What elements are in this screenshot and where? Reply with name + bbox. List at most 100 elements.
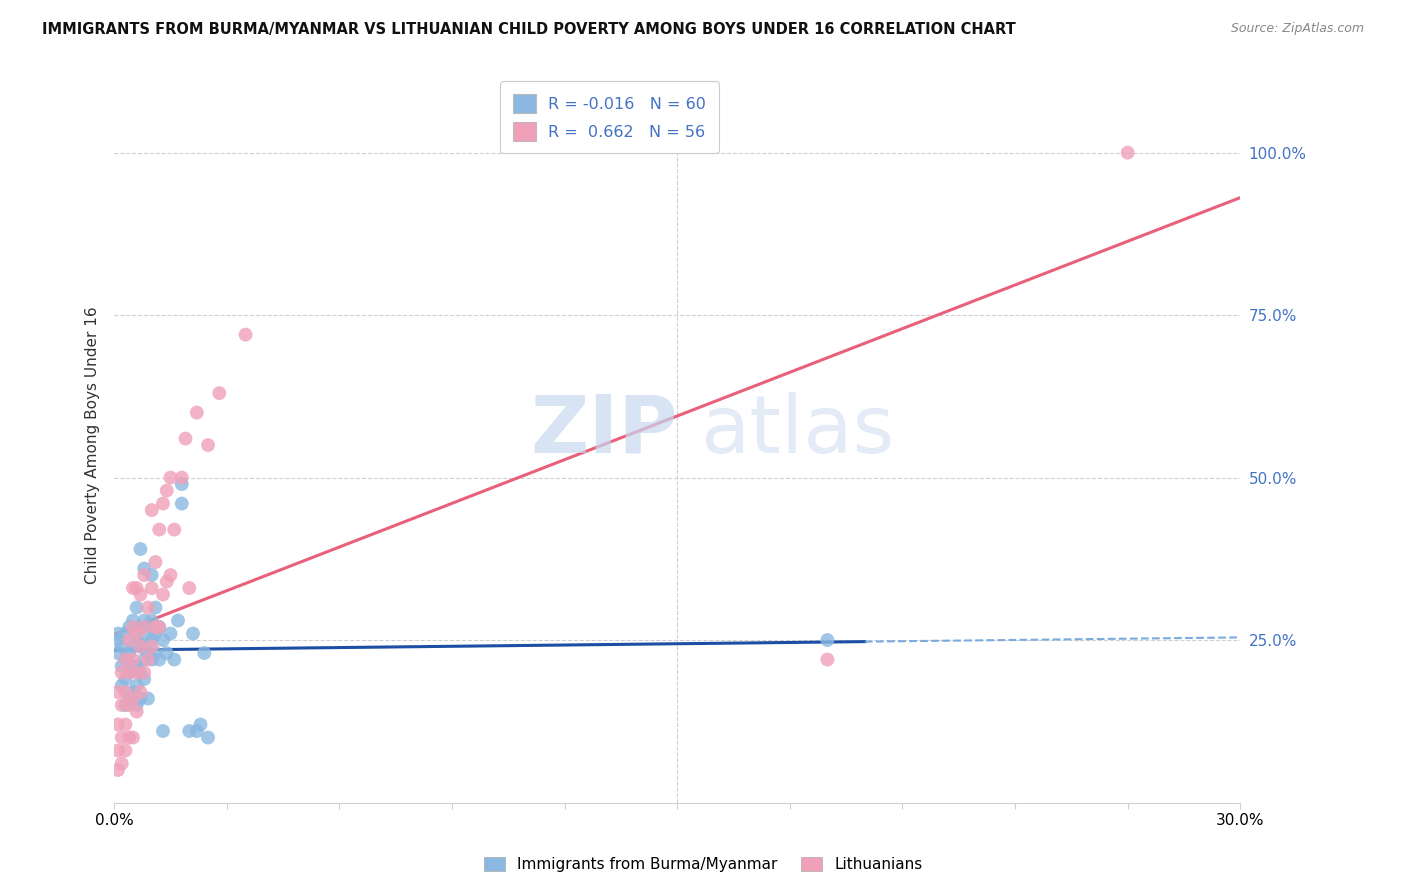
Text: ZIP: ZIP — [530, 392, 678, 470]
Point — [118, 620, 141, 634]
Point — [186, 406, 208, 420]
Point — [179, 724, 201, 739]
Point — [107, 743, 129, 757]
Point — [197, 438, 219, 452]
Point — [141, 640, 163, 654]
Point — [179, 581, 201, 595]
Point — [114, 743, 136, 757]
Point — [174, 432, 197, 446]
Text: IMMIGRANTS FROM BURMA/MYANMAR VS LITHUANIAN CHILD POVERTY AMONG BOYS UNDER 16 CO: IMMIGRANTS FROM BURMA/MYANMAR VS LITHUAN… — [42, 22, 1017, 37]
Point — [148, 523, 170, 537]
Point — [159, 470, 181, 484]
Point — [118, 698, 141, 712]
Point — [145, 646, 167, 660]
Point — [107, 763, 129, 777]
Point — [125, 600, 148, 615]
Point — [114, 717, 136, 731]
Point — [114, 698, 136, 712]
Point — [122, 685, 145, 699]
Point — [111, 665, 134, 680]
Point — [111, 640, 134, 654]
Point — [141, 503, 163, 517]
Point — [136, 652, 159, 666]
Point — [125, 581, 148, 595]
Point — [125, 633, 148, 648]
Point — [145, 620, 167, 634]
Point — [122, 731, 145, 745]
Point — [148, 620, 170, 634]
Point — [152, 497, 174, 511]
Point — [156, 483, 179, 498]
Point — [170, 477, 193, 491]
Point — [148, 652, 170, 666]
Point — [107, 685, 129, 699]
Point — [136, 691, 159, 706]
Point — [107, 626, 129, 640]
Legend: R = -0.016   N = 60, R =  0.662   N = 56: R = -0.016 N = 60, R = 0.662 N = 56 — [501, 81, 718, 153]
Point — [129, 640, 152, 654]
Point — [111, 731, 134, 745]
Point — [145, 555, 167, 569]
Point — [156, 574, 179, 589]
Point — [163, 652, 186, 666]
Point — [118, 731, 141, 745]
Point — [159, 568, 181, 582]
Point — [134, 561, 156, 575]
Point — [134, 672, 156, 686]
Point — [235, 327, 257, 342]
Point — [159, 626, 181, 640]
Point — [125, 626, 148, 640]
Point — [141, 633, 163, 648]
Point — [186, 724, 208, 739]
Point — [136, 646, 159, 660]
Point — [107, 717, 129, 731]
Point — [170, 497, 193, 511]
Y-axis label: Child Poverty Among Boys Under 16: Child Poverty Among Boys Under 16 — [86, 306, 100, 584]
Point — [163, 523, 186, 537]
Point — [118, 646, 141, 660]
Point — [111, 698, 134, 712]
Point — [111, 679, 134, 693]
Point — [815, 633, 838, 648]
Point — [118, 665, 141, 680]
Point — [167, 614, 190, 628]
Point — [134, 568, 156, 582]
Point — [134, 652, 156, 666]
Point — [141, 568, 163, 582]
Point — [136, 620, 159, 634]
Point — [107, 633, 129, 648]
Point — [134, 665, 156, 680]
Point — [129, 620, 152, 634]
Point — [129, 588, 152, 602]
Text: Source: ZipAtlas.com: Source: ZipAtlas.com — [1230, 22, 1364, 36]
Point — [125, 705, 148, 719]
Point — [114, 672, 136, 686]
Text: atlas: atlas — [700, 392, 894, 470]
Point — [111, 659, 134, 673]
Point — [136, 600, 159, 615]
Point — [125, 679, 148, 693]
Point — [190, 717, 212, 731]
Point — [129, 685, 152, 699]
Point — [152, 633, 174, 648]
Point — [111, 756, 134, 771]
Point — [118, 633, 141, 648]
Point — [145, 626, 167, 640]
Point — [118, 665, 141, 680]
Legend: Immigrants from Burma/Myanmar, Lithuanians: Immigrants from Burma/Myanmar, Lithuania… — [477, 849, 929, 880]
Point — [197, 731, 219, 745]
Point — [815, 652, 838, 666]
Point — [114, 685, 136, 699]
Point — [122, 581, 145, 595]
Point — [170, 470, 193, 484]
Point — [152, 724, 174, 739]
Point — [156, 646, 179, 660]
Point — [129, 691, 152, 706]
Point — [114, 626, 136, 640]
Point — [114, 652, 136, 666]
Point — [145, 600, 167, 615]
Point — [134, 620, 156, 634]
Point — [122, 614, 145, 628]
Point — [141, 614, 163, 628]
Point — [122, 640, 145, 654]
